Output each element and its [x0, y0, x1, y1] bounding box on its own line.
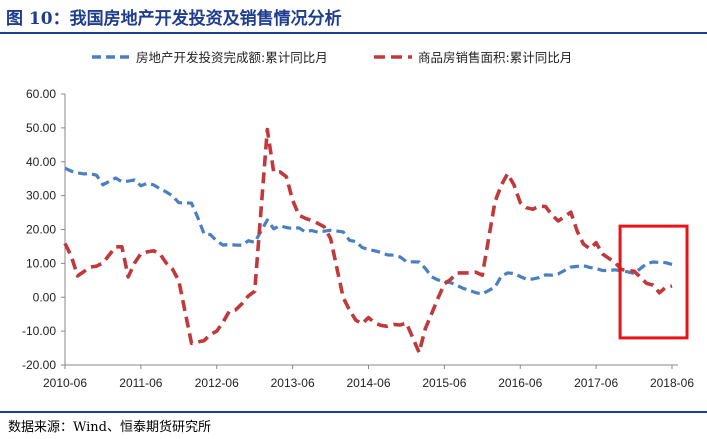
y-tick-label: 30.00 [26, 189, 56, 203]
highlight-box [618, 224, 689, 340]
source-divider [0, 411, 707, 413]
x-tick-label: 2014-06 [346, 376, 390, 390]
x-tick-label: 2012-06 [195, 376, 239, 390]
x-tick-label: 2018-06 [650, 376, 694, 390]
y-tick-label: -10.00 [22, 324, 56, 338]
x-tick-label: 2013-06 [271, 376, 315, 390]
investment-series-line [64, 166, 673, 296]
y-tick-label: 10.00 [26, 256, 56, 270]
y-tick-label: 50.00 [26, 121, 56, 135]
title-bar: 图 10：我国房地产开发投资及销售情况分析 [0, 0, 707, 34]
x-tick-label: 2015-06 [422, 376, 466, 390]
figure-title: 图 10：我国房地产开发投资及销售情况分析 [6, 9, 342, 29]
y-tick-label: 0.00 [33, 290, 57, 304]
y-tick-label: -20.00 [22, 358, 56, 372]
legend-label-sales: 商品房销售面积:累计同比月 [418, 50, 572, 65]
y-tick-label: 20.00 [26, 223, 56, 237]
data-source: 数据来源：Wind、恒泰期货研究所 [8, 420, 211, 435]
line-chart: -20.00 -10.00 0.00 10.00 20.00 30.00 40.00 50.0… [22, 50, 694, 390]
sales-series-line [63, 127, 673, 355]
x-tick-label: 2010-06 [43, 376, 87, 390]
y-tick-label: 60.00 [26, 87, 56, 101]
y-tick-label: 40.00 [26, 155, 56, 169]
x-tick-label: 2016-06 [498, 376, 542, 390]
x-tick-label: 2011-06 [119, 376, 162, 390]
x-tick-label: 2017-06 [574, 376, 618, 390]
legend-label-investment: 房地产开发投资完成额:累计同比月 [136, 50, 328, 65]
